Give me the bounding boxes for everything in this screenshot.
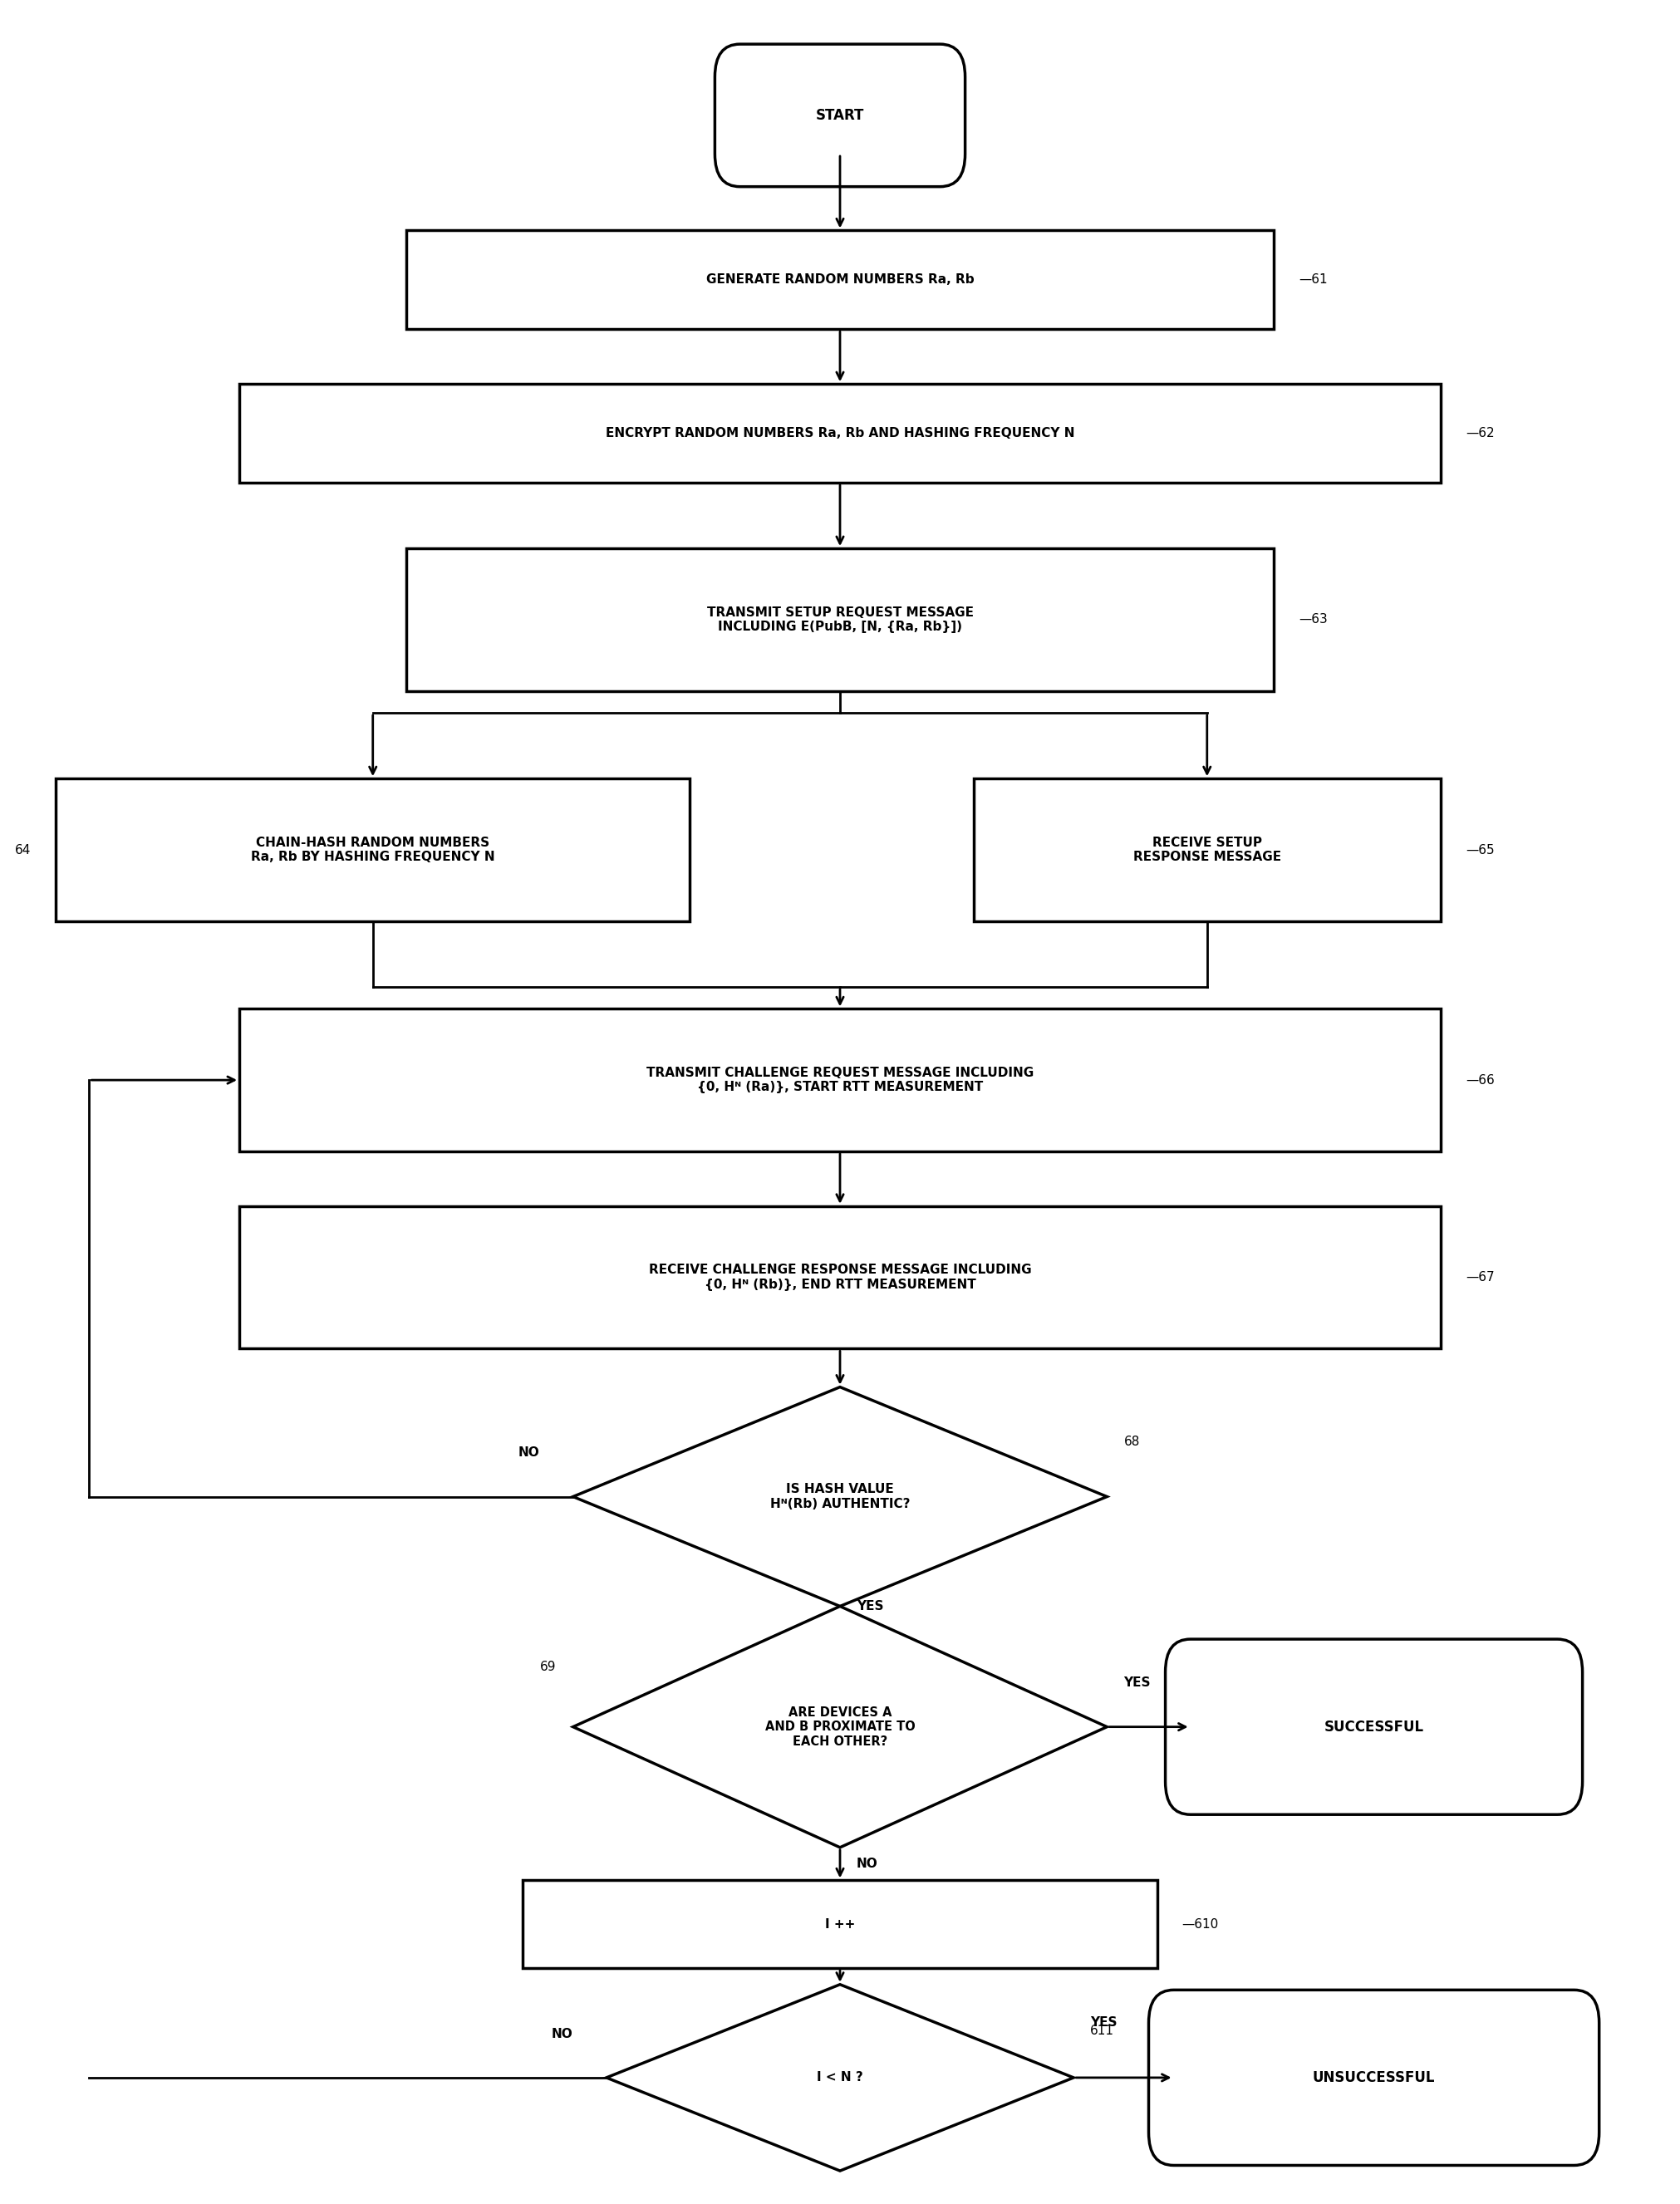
Text: IS HASH VALUE
Hᴺ(Rb) AUTHENTIC?: IS HASH VALUE Hᴺ(Rb) AUTHENTIC? [769,1483,911,1510]
Text: YES: YES [1090,2017,1117,2030]
Text: NO: NO [551,2028,573,2041]
Text: —610: —610 [1183,1917,1218,1931]
Polygon shape [573,1607,1107,1847]
Polygon shape [606,1984,1074,2171]
Text: CHAIN-HASH RANDOM NUMBERS
Ra, Rb BY HASHING FREQUENCY N: CHAIN-HASH RANDOM NUMBERS Ra, Rb BY HASH… [250,835,496,864]
Text: NO: NO [857,1858,879,1871]
Text: TRANSMIT CHALLENGE REQUEST MESSAGE INCLUDING
{0, Hᴺ (Ra)}, START RTT MEASUREMENT: TRANSMIT CHALLENGE REQUEST MESSAGE INCLU… [647,1067,1033,1093]
FancyBboxPatch shape [239,1009,1441,1150]
FancyBboxPatch shape [1149,1990,1599,2164]
FancyBboxPatch shape [239,1206,1441,1349]
Text: ARE DEVICES A
AND B PROXIMATE TO
EACH OTHER?: ARE DEVICES A AND B PROXIMATE TO EACH OT… [764,1706,916,1748]
Text: 68: 68 [1124,1435,1139,1448]
Text: RECEIVE SETUP
RESPONSE MESSAGE: RECEIVE SETUP RESPONSE MESSAGE [1132,835,1282,864]
FancyBboxPatch shape [716,44,964,187]
Polygon shape [573,1386,1107,1607]
Text: UNSUCCESSFUL: UNSUCCESSFUL [1312,2070,1435,2085]
Text: 69: 69 [541,1660,556,1673]
FancyBboxPatch shape [407,549,1273,690]
Text: RECEIVE CHALLENGE RESPONSE MESSAGE INCLUDING
{0, Hᴺ (Rb)}, END RTT MEASUREMENT: RECEIVE CHALLENGE RESPONSE MESSAGE INCLU… [648,1263,1032,1292]
Text: 611: 611 [1090,2025,1114,2036]
Text: YES: YES [1124,1677,1151,1688]
Text: —62: —62 [1465,428,1495,439]
Text: I < N ?: I < N ? [816,2072,864,2083]
Text: I ++: I ++ [825,1917,855,1931]
Text: TRANSMIT SETUP REQUEST MESSAGE
INCLUDING E(PubB, [N, {Ra, Rb}]): TRANSMIT SETUP REQUEST MESSAGE INCLUDING… [707,606,973,633]
FancyBboxPatch shape [239,383,1441,483]
Text: NO: NO [519,1446,539,1459]
FancyBboxPatch shape [1166,1640,1583,1814]
FancyBboxPatch shape [973,778,1441,921]
Text: 64: 64 [15,844,30,855]
Text: —65: —65 [1465,844,1495,855]
Text: YES: YES [857,1600,884,1613]
Text: —61: —61 [1299,273,1327,287]
Text: SUCCESSFUL: SUCCESSFUL [1324,1719,1425,1735]
Text: —66: —66 [1465,1073,1495,1087]
Text: START: START [816,108,864,123]
Text: —67: —67 [1465,1272,1495,1283]
Text: ENCRYPT RANDOM NUMBERS Ra, Rb AND HASHING FREQUENCY N: ENCRYPT RANDOM NUMBERS Ra, Rb AND HASHIN… [605,428,1075,439]
Text: —63: —63 [1299,613,1327,626]
FancyBboxPatch shape [407,231,1273,328]
FancyBboxPatch shape [522,1880,1158,1968]
FancyBboxPatch shape [55,778,690,921]
Text: GENERATE RANDOM NUMBERS Ra, Rb: GENERATE RANDOM NUMBERS Ra, Rb [706,273,974,287]
